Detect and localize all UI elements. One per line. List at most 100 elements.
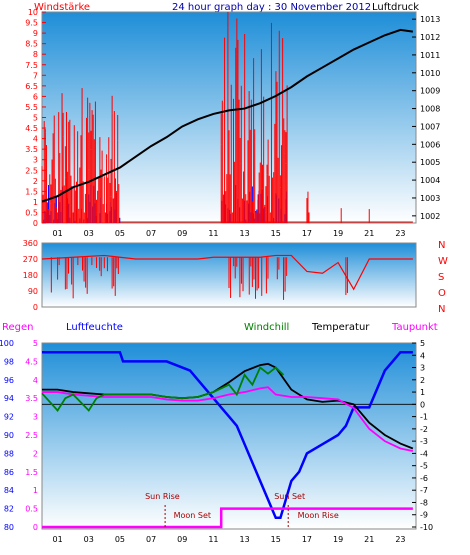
humidity-tick-label: 92: [4, 413, 14, 422]
pressure-tick-label: 1006: [420, 140, 440, 149]
humidity-tick-label: 84: [4, 486, 14, 495]
temp-tick-label: -5: [420, 462, 428, 471]
wind-tick-label: 3: [33, 156, 38, 165]
rain-tick-label: 1: [33, 486, 38, 495]
temp-tick-label: -3: [420, 437, 428, 446]
wind-tick-label: 1: [33, 198, 38, 207]
wind-tick-label: 9.5: [25, 19, 38, 28]
wind-tick-label: 7.5: [25, 61, 38, 70]
rain-tick-label: 2.5: [25, 431, 38, 440]
x-tick-label-bottom: 07: [146, 535, 156, 544]
temp-tick-label: 2: [420, 376, 425, 385]
temp-tick-label: -2: [420, 425, 428, 434]
rain-tick-label: 4.5: [25, 357, 38, 366]
moon-set-label: Moon Set: [174, 511, 211, 520]
temp-tick-label: 3: [420, 364, 425, 373]
wind-pressure-plot: 0 0.51 1.52 2.53 3.54 4.55 5.5 66.5 77.5 88.5 99.5…: [25, 8, 440, 238]
pressure-tick-label: 1002: [420, 212, 440, 221]
temp-tick-label: -6: [420, 474, 428, 483]
wind-tick-label: 2.5: [25, 166, 38, 175]
temp-humidity-plot-bg: [41, 342, 417, 530]
wind-tick-label: 9: [33, 29, 38, 38]
dewpoint-label: Taupunkt: [391, 322, 438, 333]
pressure-line: [41, 28, 414, 203]
temp-tick-label: -7: [420, 486, 428, 495]
rain-tick-label: 4: [33, 376, 38, 385]
humidity-tick-label: 100: [0, 339, 14, 348]
x-tick-label-bottom: 19: [333, 535, 343, 544]
compass-label: N: [438, 304, 445, 315]
compass-label: W: [438, 256, 448, 267]
pressure-label: Luftdruck: [372, 2, 419, 13]
compass-label: O: [438, 288, 446, 299]
wind-tick-label: 0: [33, 219, 38, 228]
x-tick-label-bottom: 21: [364, 535, 374, 544]
series-line-regen: [42, 507, 413, 529]
x-tick-label-top: 07: [146, 229, 156, 238]
compass-label: N: [438, 240, 445, 251]
x-tick-label-top: 21: [364, 229, 374, 238]
humidity-tick-label: 96: [4, 376, 14, 385]
wind-tick-label: 0.5: [25, 208, 38, 217]
direction-line: [41, 254, 413, 291]
temp-tick-label: 1: [420, 388, 425, 397]
pressure-tick-label: 1013: [420, 15, 440, 24]
series-line-luftfeuchte: [42, 350, 413, 520]
x-tick-label-top: 09: [177, 229, 187, 238]
x-tick-label-top: 23: [395, 229, 405, 238]
rain-tick-label: 5: [33, 339, 38, 348]
wind-tick-label: 1.5: [25, 187, 38, 196]
humidity-tick-label: 90: [4, 431, 14, 440]
x-tick-label-bottom: 11: [208, 535, 218, 544]
direction-tick-label: 360: [23, 239, 38, 248]
pressure-tick-label: 1004: [420, 176, 440, 185]
temp-tick-label: 5: [420, 339, 425, 348]
pressure-tick-label: 1007: [420, 122, 440, 131]
x-tick-label-bottom: 05: [115, 535, 125, 544]
humidity-tick-label: 80: [4, 523, 14, 532]
x-tick-label-top: 15: [271, 229, 281, 238]
x-tick-label-top: 17: [302, 229, 312, 238]
temp-tick-label: -10: [420, 523, 433, 532]
temp-tick-label: 4: [420, 351, 425, 360]
humidity-tick-label: 98: [4, 357, 14, 366]
wind-tick-label: 4: [33, 135, 38, 144]
temp-humidity-plot: 0 0.5 1 1.5 2 2.5 3 3.5 4 4.5 5 80 82 84 86 88 90 92 94 96 9…: [0, 339, 433, 544]
rain-tick-label: 0.5: [25, 505, 38, 514]
wind-tick-label: 8.5: [25, 40, 38, 49]
humidity-tick-label: 94: [4, 394, 14, 403]
x-tick-label-bottom: 17: [302, 535, 312, 544]
rain-tick-label: 1.5: [25, 468, 38, 477]
x-tick-label-bottom: 13: [239, 535, 249, 544]
pressure-tick-label: 1012: [420, 33, 440, 42]
humidity-label: Luftfeuchte: [66, 322, 123, 333]
rain-label: Regen: [2, 322, 34, 333]
moon-rise-label: Moon Rise: [298, 511, 339, 520]
wind-tick-label: 4.5: [25, 124, 38, 133]
wind-tick-label: 10: [28, 8, 38, 17]
x-tick-label-top: 01: [52, 229, 62, 238]
pressure-tick-label: 1005: [420, 158, 440, 167]
temp-tick-label: -4: [420, 449, 428, 458]
x-tick-label-bottom: 09: [177, 535, 187, 544]
x-tick-label-top: 05: [115, 229, 125, 238]
x-tick-label-bottom: 23: [395, 535, 405, 544]
wind-tick-label: 5: [33, 114, 38, 123]
x-tick-label-top: 19: [333, 229, 343, 238]
wind-label: Windstärke: [34, 2, 90, 13]
graph-title: 24 hour graph day : 30 November 2012: [172, 2, 371, 13]
humidity-tick-label: 82: [4, 505, 14, 514]
rain-tick-label: 2: [33, 449, 38, 458]
humidity-tick-label: 88: [4, 449, 14, 458]
rain-tick-label: 3: [33, 413, 38, 422]
temp-tick-label: -1: [420, 413, 428, 422]
pressure-tick-label: 1008: [420, 105, 440, 114]
wind-tick-label: 6: [33, 92, 38, 101]
direction-tick-label: 180: [23, 271, 38, 280]
temp-tick-label: -9: [420, 511, 428, 520]
temperature-label: Temperatur: [311, 322, 370, 333]
rain-tick-label: 0: [33, 523, 38, 532]
humidity-tick-label: 86: [4, 468, 14, 477]
rain-tick-label: 3.5: [25, 394, 38, 403]
